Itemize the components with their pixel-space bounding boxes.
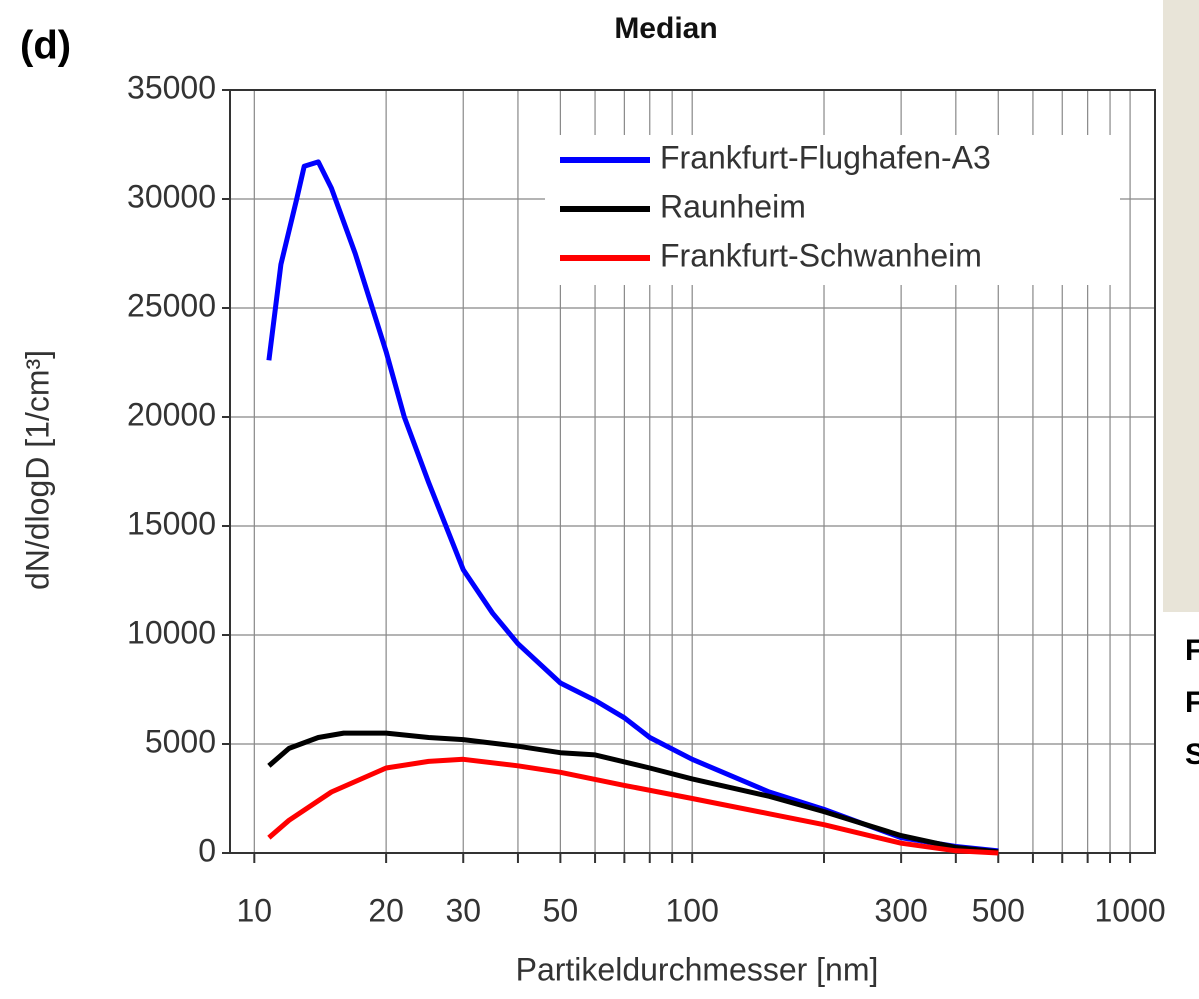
y-tick-label: 25000 bbox=[127, 287, 216, 323]
legend-label: Raunheim bbox=[660, 188, 806, 224]
y-tick-label: 35000 bbox=[127, 69, 216, 105]
x-tick-label: 100 bbox=[666, 892, 719, 928]
side-label: F bbox=[1185, 634, 1199, 667]
side-label: F bbox=[1185, 686, 1199, 719]
chart: (d) Median dN/dlogD [1/cm³] Partikeldurc… bbox=[0, 0, 1199, 999]
x-tick-label: 300 bbox=[874, 892, 927, 928]
x-tick-label: 10 bbox=[237, 892, 273, 928]
y-tick-label: 0 bbox=[198, 832, 216, 868]
panel-label: (d) bbox=[20, 24, 71, 68]
y-tick-label: 15000 bbox=[127, 505, 216, 541]
y-tick-label: 5000 bbox=[145, 723, 216, 759]
x-tick-label: 20 bbox=[368, 892, 404, 928]
chart-title: Median bbox=[614, 12, 717, 45]
legend-label: Frankfurt-Flughafen-A3 bbox=[660, 139, 991, 175]
x-tick-label: 30 bbox=[445, 892, 481, 928]
y-tick-label: 10000 bbox=[127, 614, 216, 650]
x-tick-label: 500 bbox=[972, 892, 1025, 928]
x-tick-label: 1000 bbox=[1094, 892, 1165, 928]
side-label: S bbox=[1185, 738, 1199, 771]
y-tick-label: 20000 bbox=[127, 396, 216, 432]
line-series bbox=[269, 733, 998, 852]
y-axis-label: dN/dlogD [1/cm³] bbox=[19, 350, 55, 590]
y-tick-label: 30000 bbox=[127, 178, 216, 214]
line-series bbox=[269, 759, 998, 853]
map-fragment bbox=[1163, 0, 1199, 612]
legend-label: Frankfurt-Schwanheim bbox=[660, 237, 982, 273]
x-axis-label: Partikeldurchmesser [nm] bbox=[516, 951, 879, 987]
x-tick-label: 50 bbox=[543, 892, 579, 928]
